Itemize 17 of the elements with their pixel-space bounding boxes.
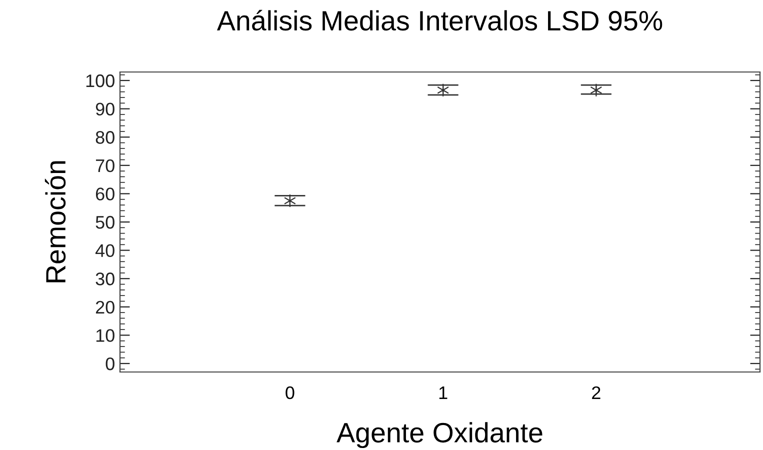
- y-tick-label: 0: [106, 357, 114, 370]
- y-tick-label: 100: [86, 74, 114, 88]
- y-tick-label: 20: [96, 300, 114, 314]
- y-tick-label: 90: [96, 102, 114, 116]
- x-tick-label: 2: [592, 386, 600, 399]
- chart-title: Análisis Medias Intervalos LSD 95%: [216, 10, 662, 31]
- y-tick-label: 10: [96, 329, 114, 342]
- y-tick-label: 40: [95, 244, 114, 258]
- x-tick-label: 0: [286, 386, 294, 400]
- x-axis-title: Agente Oxidante: [336, 422, 542, 448]
- y-tick-label: 50: [96, 216, 114, 229]
- x-tick-label: 1: [439, 386, 448, 399]
- y-tick-label: 70: [96, 159, 114, 172]
- y-axis-title: Remoción: [44, 161, 66, 282]
- y-tick-label: 80: [96, 131, 114, 144]
- y-tick-label: 30: [96, 272, 114, 286]
- y-tick-label: 60: [96, 188, 114, 200]
